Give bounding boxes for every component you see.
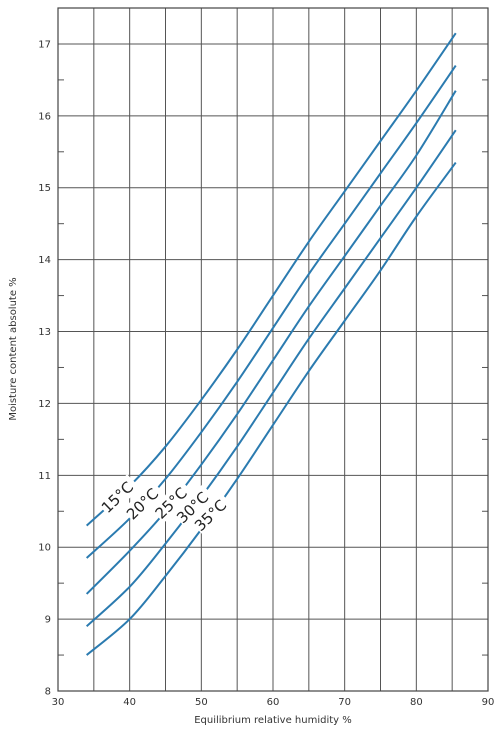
y-tick-label: 11 bbox=[38, 471, 51, 482]
x-tick-label: 60 bbox=[267, 697, 280, 708]
y-axis-label: Moisture content absolute % bbox=[8, 277, 19, 420]
x-tick-label: 80 bbox=[410, 697, 423, 708]
y-tick-label: 14 bbox=[38, 255, 51, 266]
y-tick-labels: 8 9 10 11 12 13 14 15 16 17 bbox=[38, 39, 51, 697]
series-line bbox=[85, 90, 457, 595]
series-label-background bbox=[96, 474, 141, 518]
y-tick-label: 15 bbox=[38, 183, 51, 194]
y-tick-label: 16 bbox=[38, 111, 51, 122]
x-tick-label: 50 bbox=[195, 697, 208, 708]
series-line bbox=[85, 64, 457, 559]
x-tick-label: 90 bbox=[482, 697, 495, 708]
minor-ticks bbox=[58, 79, 488, 656]
y-tick-label: 8 bbox=[45, 687, 51, 698]
x-tick-label: 30 bbox=[52, 697, 65, 708]
series-line bbox=[85, 129, 457, 628]
y-tick-label: 12 bbox=[38, 399, 51, 410]
series-lines bbox=[85, 32, 457, 656]
x-tick-labels: 30 40 50 60 70 80 90 bbox=[52, 697, 495, 708]
series-line bbox=[85, 32, 457, 527]
series-label-background bbox=[172, 484, 216, 528]
y-tick-label: 10 bbox=[38, 543, 51, 554]
y-tick-label: 17 bbox=[38, 39, 51, 50]
y-tick-label: 9 bbox=[45, 615, 51, 626]
plot-frame bbox=[57, 7, 489, 692]
x-tick-label: 70 bbox=[338, 697, 351, 708]
grid bbox=[58, 8, 488, 691]
series-label-background bbox=[150, 480, 195, 523]
x-axis-label: Equilibrium relative humidity % bbox=[194, 715, 352, 726]
y-tick-label: 13 bbox=[38, 327, 51, 338]
x-tick-label: 40 bbox=[123, 697, 136, 708]
series-label-background bbox=[121, 480, 166, 524]
series-line bbox=[86, 161, 457, 656]
series-label-background bbox=[190, 492, 234, 536]
